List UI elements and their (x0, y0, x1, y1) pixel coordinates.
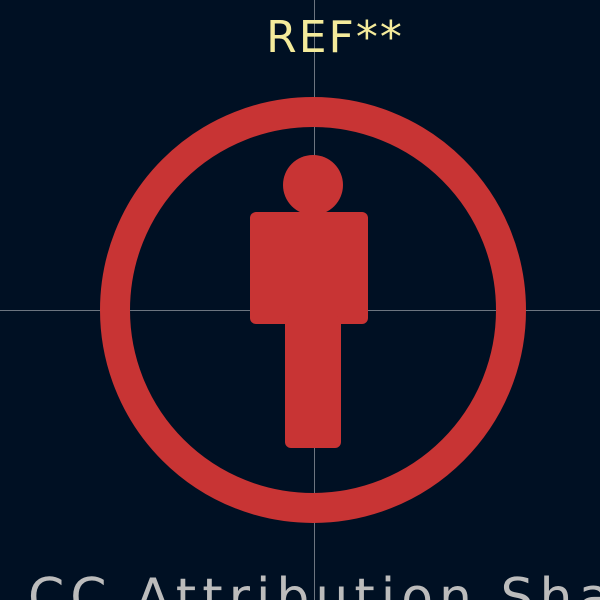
reference-designator[interactable]: REF** (266, 12, 404, 63)
symbol-head-icon (283, 155, 343, 215)
symbol-torso-icon (250, 212, 368, 324)
symbol-legs-icon (285, 316, 341, 448)
license-label[interactable]: CC Attribution Share (28, 568, 600, 600)
symbol-ring-icon (100, 97, 526, 523)
